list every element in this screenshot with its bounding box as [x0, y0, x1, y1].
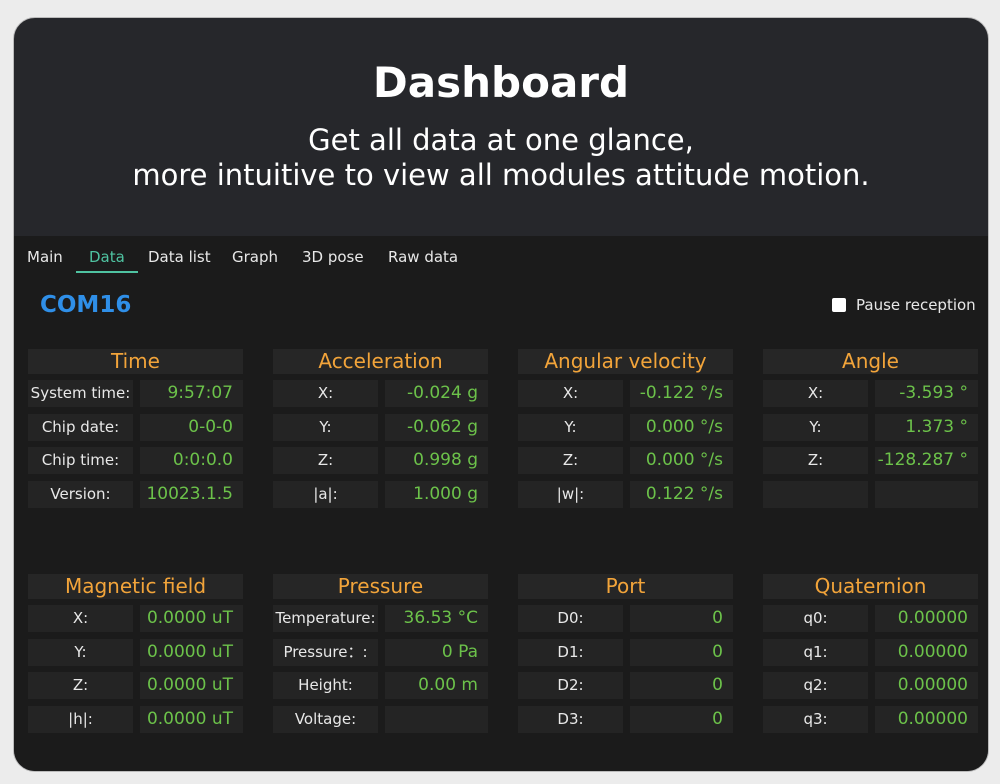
row-value: 36.53 °C [385, 605, 488, 632]
row-label: |h|: [28, 705, 133, 733]
row-label: Pressure：: [273, 638, 378, 666]
row-value: -0.062 g [385, 413, 488, 441]
tab[interactable]: Data [76, 248, 138, 273]
panel-title: Quaternion [763, 574, 978, 599]
checkbox-label[interactable]: Pause reception [856, 296, 976, 314]
row-value: 0.00000 [875, 605, 978, 632]
row-label: q2: [763, 672, 868, 699]
panel-title: Acceleration [273, 349, 488, 374]
row-value: 0.000 °/s [630, 413, 733, 441]
row-label: D2: [518, 672, 623, 699]
row-label: Y: [273, 413, 378, 441]
row-value: 0.000 °/s [630, 447, 733, 474]
panel-title: Angle [763, 349, 978, 374]
row-label: Y: [28, 638, 133, 666]
row-label: X: [28, 605, 133, 632]
title: Dashboard [372, 58, 630, 107]
panel-title: Magnetic field [28, 574, 243, 599]
app-window: COM16 Pause reception Main Data Data list G… [14, 236, 988, 771]
panel-title: Time [28, 349, 243, 374]
row-label: q1: [763, 638, 868, 666]
tab[interactable]: Data list [148, 248, 211, 266]
row-value: 0.0000 uT [140, 705, 243, 733]
row-value: 1.373 ° [875, 413, 978, 441]
row-label: X: [763, 380, 868, 407]
row-label: Version: [28, 480, 133, 508]
tab[interactable]: Main [27, 248, 63, 266]
row-label: System time: [28, 380, 133, 407]
row-label: D1: [518, 638, 623, 666]
row-label: Chip date: [28, 413, 133, 441]
row-value: 0.00000 [875, 672, 978, 699]
panel-title: Angular velocity [518, 349, 733, 374]
port-name: COM16 [40, 292, 132, 318]
row-label: Z: [273, 447, 378, 474]
row-label: |a|: [273, 480, 378, 508]
row-value: 0-0-0 [140, 413, 243, 441]
row-value: 0 [630, 605, 733, 632]
tab[interactable]: Raw data [388, 248, 459, 266]
row-label: Y: [763, 413, 868, 441]
row-label: Z: [763, 447, 868, 474]
row-value: -0.122 °/s [630, 380, 733, 407]
row-label: D3: [518, 705, 623, 733]
row-value [385, 705, 488, 733]
row-value: 0.0000 uT [140, 605, 243, 632]
row-label: D0: [518, 605, 623, 632]
row-value: 0.00000 [875, 705, 978, 733]
subtitle: more intuitive to view all modules attit… [132, 158, 870, 192]
tab[interactable]: Graph [232, 248, 279, 266]
row-value: 0 Pa [385, 638, 488, 666]
row-value: 0.122 °/s [630, 480, 733, 508]
row-label: Chip time: [28, 447, 133, 474]
row-label: q0: [763, 605, 868, 632]
row-value: 0.0000 uT [140, 638, 243, 666]
row-value: -3.593 ° [875, 380, 978, 407]
checkbox[interactable] [832, 298, 846, 312]
panel-title: Pressure [273, 574, 488, 599]
row-value: 0.00000 [875, 638, 978, 666]
pause-checkbox[interactable]: Pause reception [832, 296, 976, 314]
row-value: 10023.1.5 [140, 480, 243, 508]
row-value: 0.0000 uT [140, 672, 243, 699]
row-label: X: [273, 380, 378, 407]
row-label: q3: [763, 705, 868, 733]
row-value: 0 [630, 672, 733, 699]
row-label: Z: [518, 447, 623, 474]
row-label: Height: [273, 672, 378, 699]
row-value: 0 [630, 638, 733, 666]
row-label: X: [518, 380, 623, 407]
panel-title: Port [518, 574, 733, 599]
row-label: Temperature: [273, 605, 378, 632]
row-value: 9:57:07 [140, 380, 243, 407]
row-value: 0:0:0.0 [140, 447, 243, 474]
row-label [763, 480, 868, 508]
dashboard-frame: Dashboard Get all data at one glance, mo… [13, 17, 989, 772]
row-value: 0.00 m [385, 672, 488, 699]
row-label: Voltage: [273, 705, 378, 733]
row-label: Z: [28, 672, 133, 699]
row-label: Y: [518, 413, 623, 441]
row-label: |w|: [518, 480, 623, 508]
row-value [875, 480, 978, 508]
row-value: 0.998 g [385, 447, 488, 474]
row-value: -0.024 g [385, 380, 488, 407]
row-value: 0 [630, 705, 733, 733]
subtitle: Get all data at one glance, [308, 123, 694, 157]
row-value: -128.287 ° [875, 447, 978, 474]
row-value: 1.000 g [385, 480, 488, 508]
tab[interactable]: 3D pose [302, 248, 364, 266]
